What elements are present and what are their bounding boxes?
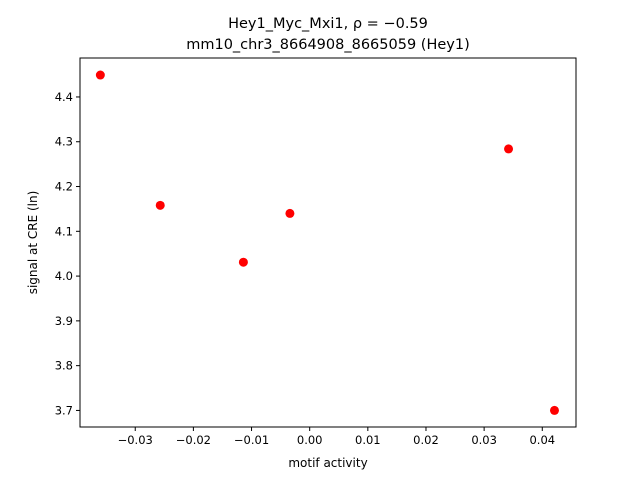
data-point bbox=[285, 208, 295, 218]
y-tick-label: 4.0 bbox=[55, 269, 73, 283]
chart-title-line-2: mm10_chr3_8664908_8665059 (Hey1) bbox=[186, 37, 470, 53]
data-point bbox=[95, 70, 105, 80]
x-tick-label: −0.03 bbox=[118, 433, 153, 447]
y-axis-label: signal at CRE (ln) bbox=[26, 191, 40, 295]
data-point bbox=[504, 144, 514, 154]
x-tick-label: −0.01 bbox=[234, 433, 269, 447]
y-tick-label: 3.7 bbox=[55, 403, 73, 417]
data-point bbox=[238, 257, 248, 267]
y-tick-label: 4.3 bbox=[55, 135, 73, 149]
axes-frame bbox=[79, 57, 577, 428]
x-axis-label: motif activity bbox=[288, 456, 367, 470]
y-tick-label: 3.9 bbox=[55, 314, 73, 328]
plot-area: −0.03 −0.02 −0.01 0.00 0.01 0.02 0.03 0.04 3.7 3.… bbox=[55, 70, 559, 447]
data-point bbox=[155, 200, 165, 210]
y-tick-label: 4.1 bbox=[55, 224, 73, 238]
data-point bbox=[549, 405, 559, 415]
y-tick-label: 4.2 bbox=[55, 180, 73, 194]
x-tick-label: 0.00 bbox=[297, 433, 323, 447]
y-tick-label: 3.8 bbox=[55, 359, 73, 373]
x-tick-label: 0.03 bbox=[471, 433, 497, 447]
x-tick-label: 0.04 bbox=[529, 433, 555, 447]
x-tick-label: 0.02 bbox=[413, 433, 439, 447]
x-tick-label: 0.01 bbox=[355, 433, 381, 447]
y-tick-label: 4.4 bbox=[55, 90, 73, 104]
x-tick-label: −0.02 bbox=[176, 433, 211, 447]
chart-title-line-1: Hey1_Myc_Mxi1, ρ = −0.59 bbox=[228, 16, 428, 32]
